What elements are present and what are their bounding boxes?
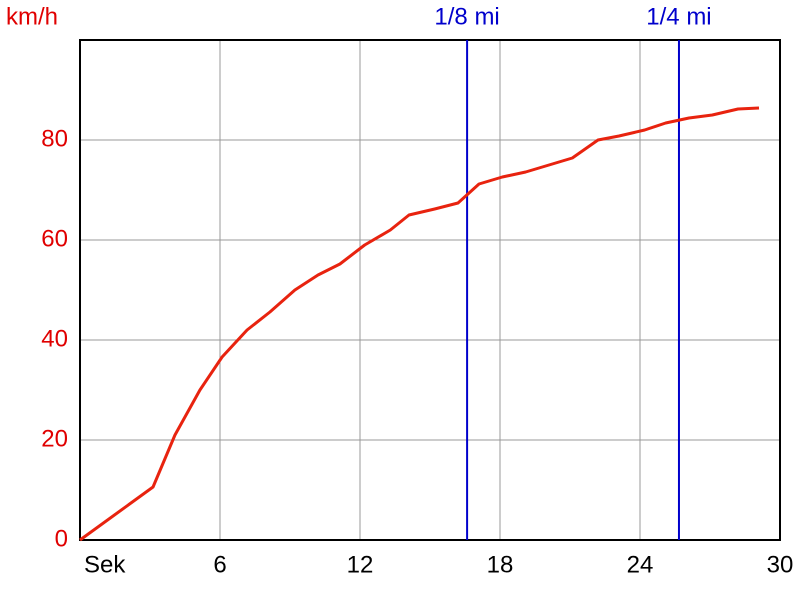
x-tick-label: Sek xyxy=(84,551,126,578)
plot-frame xyxy=(79,39,781,541)
x-tick-label: 18 xyxy=(487,551,514,578)
speed-line xyxy=(79,106,760,542)
y-tick-label: 0 xyxy=(55,525,68,552)
x-tick-label: 6 xyxy=(213,551,226,578)
x-tick-label: 30 xyxy=(767,551,794,578)
y-tick-label: 20 xyxy=(41,425,68,452)
distance-marker-label: 1/4 mi xyxy=(646,3,711,30)
y-tick-label: 40 xyxy=(41,325,68,352)
y-tick-label: 60 xyxy=(41,225,68,252)
distance-marker-label: 1/8 mi xyxy=(434,3,499,30)
y-axis-label: km/h xyxy=(6,3,58,30)
x-tick-label: 24 xyxy=(627,551,654,578)
y-tick-label: 80 xyxy=(41,125,68,152)
x-tick-label: 12 xyxy=(347,551,374,578)
